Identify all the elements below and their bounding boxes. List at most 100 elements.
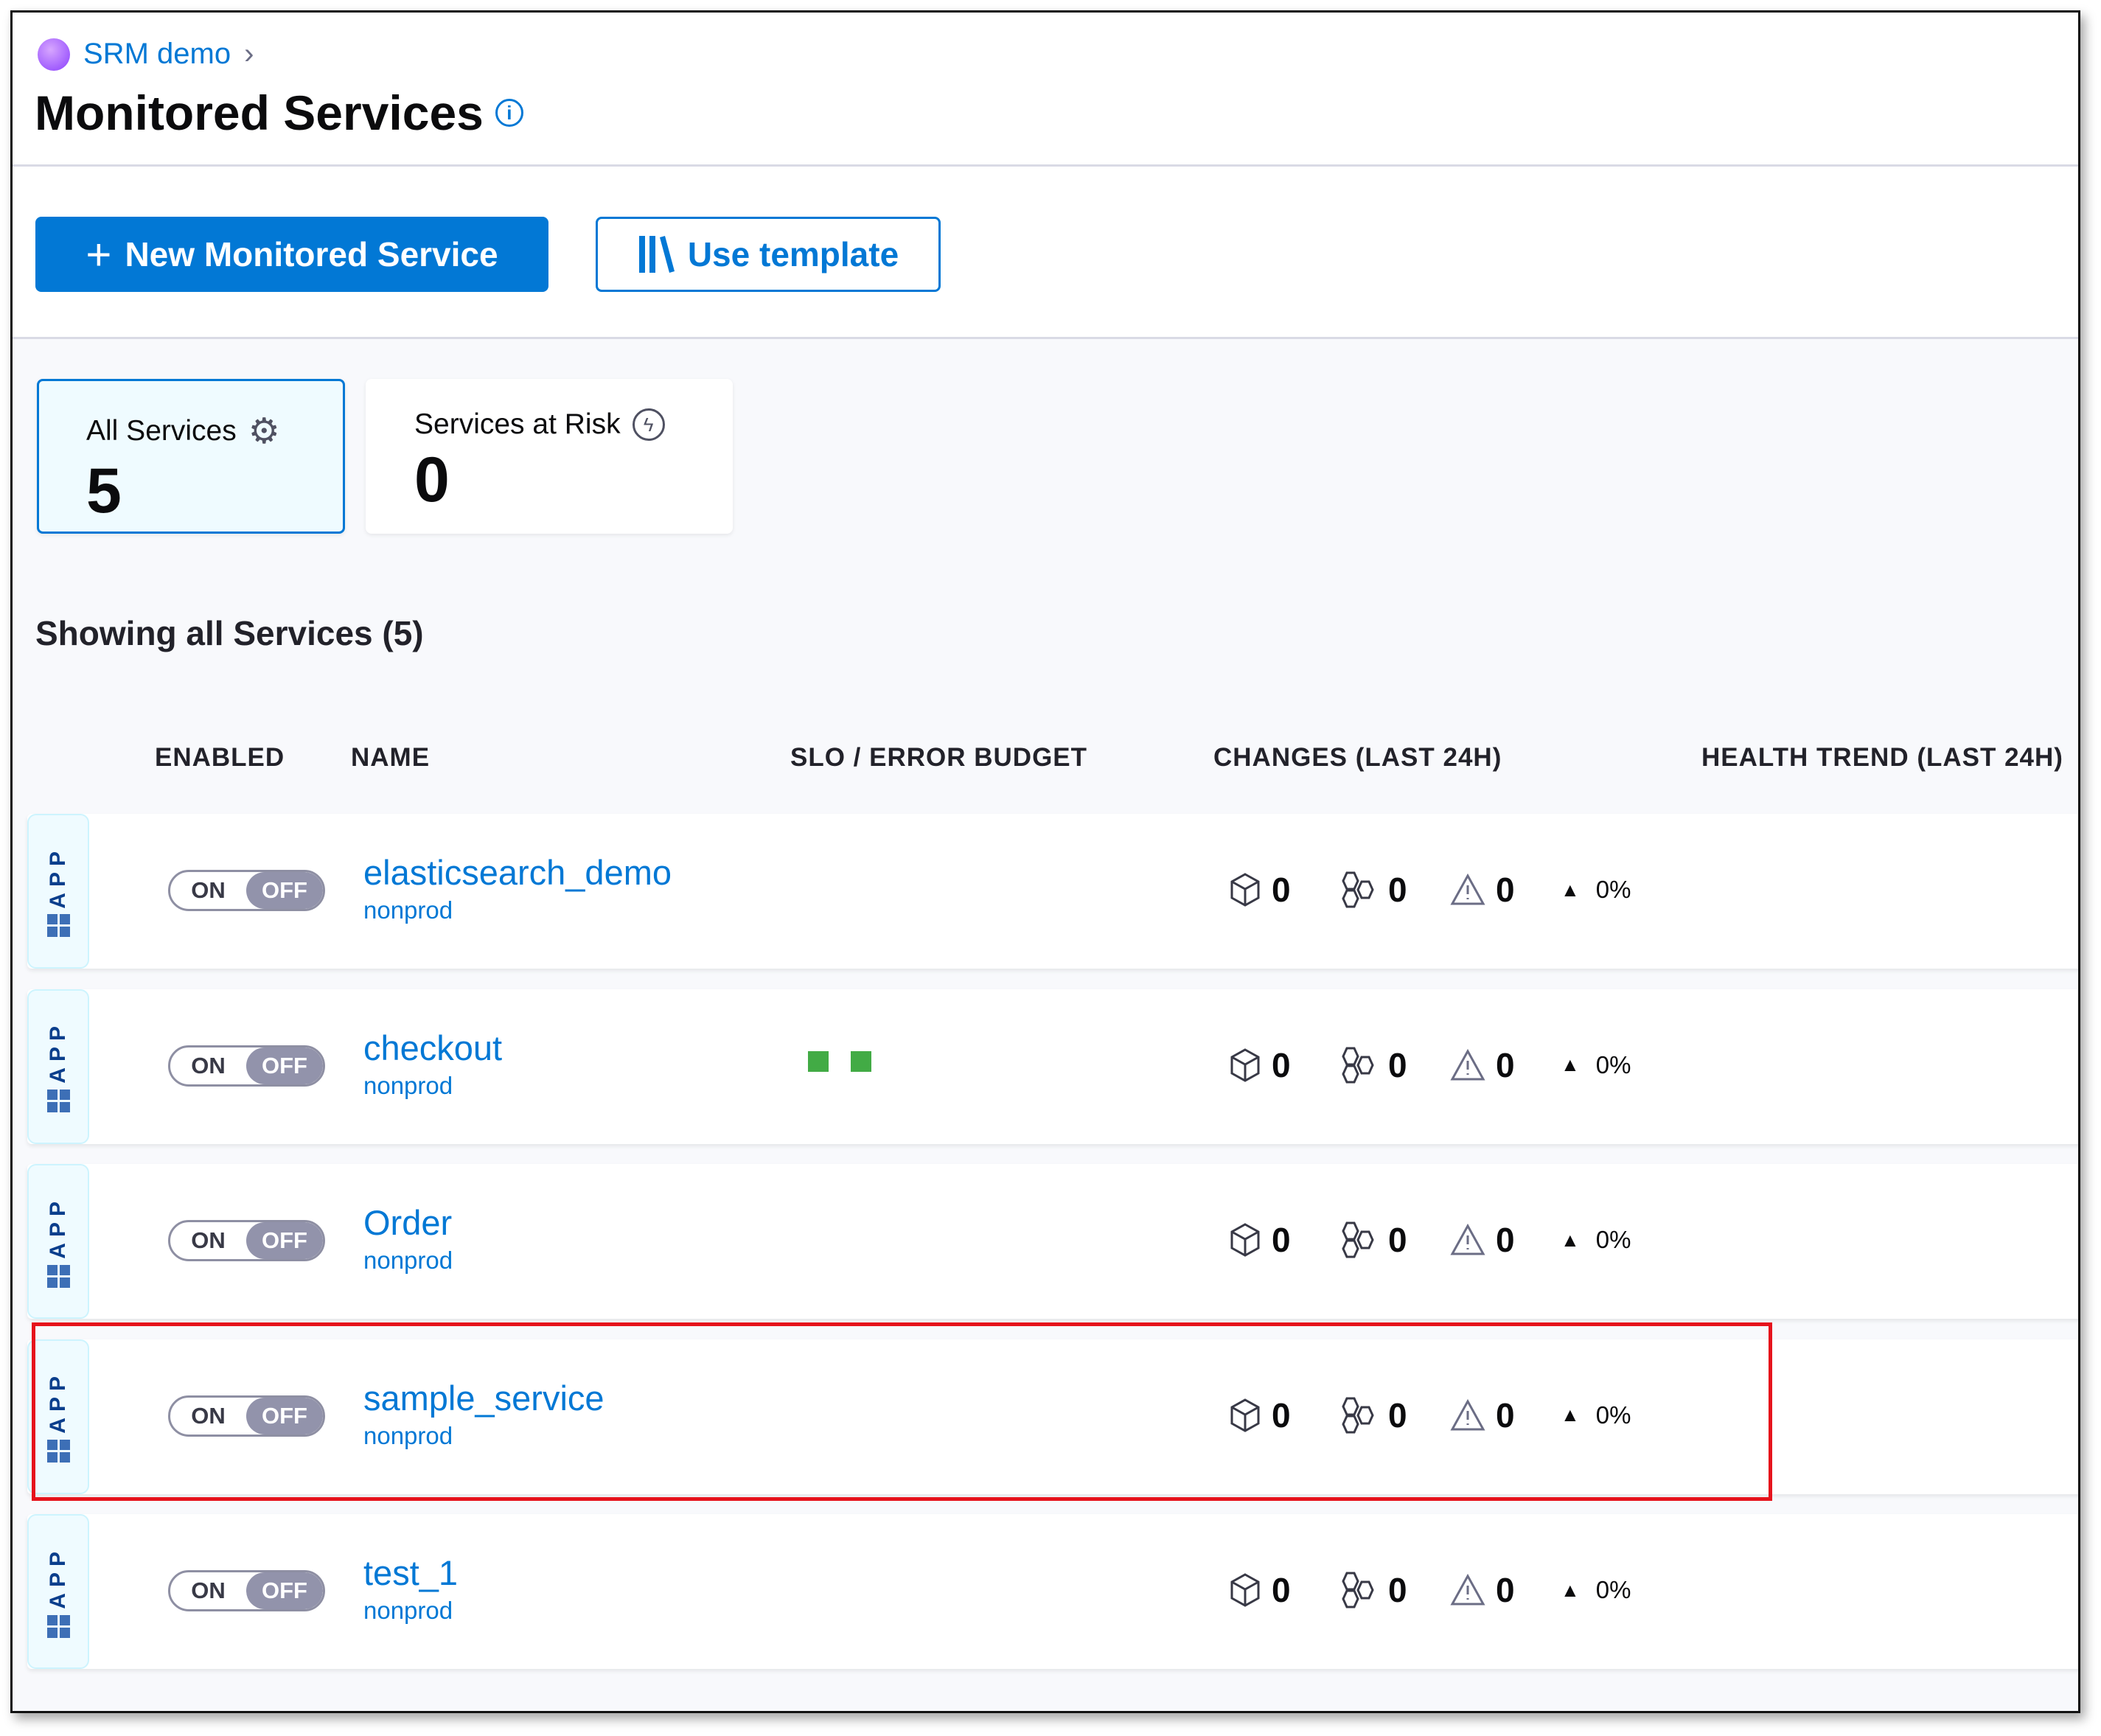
cube-icon (1230, 1047, 1260, 1082)
service-type-label: APP (46, 1195, 70, 1259)
toggle-off-label: OFF (246, 1222, 323, 1260)
alerts-count[interactable]: 0 (1450, 1220, 1515, 1260)
info-icon[interactable]: i (495, 99, 523, 127)
warning-icon (1450, 1574, 1485, 1606)
alerts-count[interactable]: 0 (1450, 1045, 1515, 1085)
service-environment: nonprod (363, 1071, 453, 1099)
infrastructure-count[interactable]: 0 (1341, 1220, 1407, 1260)
monitored-services-page: SRM demo › Monitored Services i + New Mo… (10, 10, 2080, 1713)
deployments-count[interactable]: 0 (1229, 1395, 1291, 1435)
alerts-count[interactable]: 0 (1450, 1395, 1515, 1435)
hexagons-icon (1342, 871, 1374, 908)
hexagons-icon (1342, 1047, 1374, 1084)
use-template-button[interactable]: Use template (596, 217, 941, 292)
deployments-count[interactable]: 0 (1229, 1045, 1291, 1085)
chevron-right-icon: › (244, 38, 254, 70)
service-type-tag: APP (27, 1339, 89, 1494)
infrastructure-count[interactable]: 0 (1341, 1570, 1407, 1610)
slo-budget-block[interactable] (808, 1050, 829, 1072)
column-header-slo: SLO / ERROR BUDGET (790, 743, 1088, 772)
toggle-on-label: ON (191, 877, 226, 903)
service-row[interactable]: APP ON OFF elasticsearch_demo nonprod 0 … (27, 814, 2078, 969)
service-row[interactable]: APP ON OFF sample_service nonprod 0 0 0 … (27, 1339, 2078, 1494)
service-type-tag: APP (27, 1164, 89, 1320)
deployments-count[interactable]: 0 (1229, 1220, 1291, 1260)
service-row[interactable]: APP ON OFF test_1 nonprod 0 0 0 ▲ 0% (27, 1514, 2078, 1670)
srm-logo-icon (38, 38, 70, 71)
health-change: ▲ 0% (1561, 876, 1631, 903)
health-change: ▲ 0% (1561, 1050, 1631, 1078)
service-environment: nonprod (363, 896, 453, 924)
app-grid-icon (46, 1264, 70, 1288)
hexagons-icon (1342, 1221, 1374, 1258)
toggle-off-label: OFF (246, 872, 323, 909)
service-type-label: APP (46, 1546, 70, 1609)
all-services-label: All Services (86, 415, 237, 447)
service-name-link[interactable]: test_1 (363, 1553, 459, 1593)
page-title: Monitored Services (35, 86, 484, 140)
divider (13, 337, 2078, 339)
triangle-up-icon: ▲ (1561, 878, 1580, 901)
hexagons-icon (1342, 1397, 1374, 1434)
cube-icon (1230, 1573, 1260, 1608)
service-name-link[interactable]: elasticsearch_demo (363, 853, 672, 892)
all-services-card[interactable]: All Services ⚙ 5 (37, 379, 345, 534)
deployments-count[interactable]: 0 (1229, 1570, 1291, 1610)
toggle-off-label: OFF (246, 1047, 323, 1084)
warning-icon (1450, 874, 1485, 905)
cube-icon (1230, 1398, 1260, 1432)
service-type-tag: APP (27, 989, 89, 1144)
service-type-label: APP (46, 1020, 70, 1084)
new-monitored-service-button[interactable]: + New Monitored Service (35, 217, 548, 292)
service-type-label: APP (46, 1370, 70, 1435)
enabled-toggle[interactable]: ON OFF (168, 1570, 325, 1612)
service-environment: nonprod (363, 1597, 453, 1625)
service-name-link[interactable]: Order (363, 1203, 453, 1243)
toggle-off-label: OFF (246, 1572, 323, 1610)
warning-icon (1450, 1224, 1485, 1255)
service-environment: nonprod (363, 1247, 453, 1275)
enabled-toggle[interactable]: ON OFF (168, 1045, 325, 1087)
slo-budget-block[interactable] (851, 1050, 871, 1072)
service-type-tag: APP (27, 814, 89, 969)
service-row[interactable]: APP ON OFF checkout nonprod 0 0 0 ▲ 0% (27, 989, 2078, 1144)
plus-icon: + (86, 229, 112, 279)
warning-icon (1450, 1048, 1485, 1081)
health-change: ▲ 0% (1561, 1576, 1631, 1604)
toggle-on-label: ON (191, 1402, 226, 1429)
triangle-up-icon: ▲ (1561, 1053, 1580, 1076)
service-row[interactable]: APP ON OFF Order nonprod 0 0 0 ▲ 0% (27, 1164, 2078, 1320)
divider (13, 164, 2078, 167)
toggle-on-label: ON (191, 1227, 226, 1254)
service-environment: nonprod (363, 1421, 453, 1449)
enabled-toggle[interactable]: ON OFF (168, 1395, 325, 1437)
infrastructure-count[interactable]: 0 (1341, 1395, 1407, 1435)
service-type-label: APP (46, 845, 70, 909)
toggle-on-label: ON (191, 1052, 226, 1078)
list-heading: Showing all Services (5) (35, 614, 424, 652)
toggle-on-label: ON (191, 1578, 226, 1604)
triangle-up-icon: ▲ (1561, 1228, 1580, 1251)
services-at-risk-card[interactable]: Services at Risk ϟ 0 (366, 379, 733, 534)
triangle-up-icon: ▲ (1561, 1404, 1580, 1426)
toggle-off-label: OFF (246, 1397, 323, 1435)
deployments-count[interactable]: 0 (1229, 870, 1291, 910)
enabled-toggle[interactable]: ON OFF (168, 870, 325, 911)
service-name-link[interactable]: checkout (363, 1028, 503, 1067)
alerts-count[interactable]: 0 (1450, 1570, 1515, 1610)
alerts-count[interactable]: 0 (1450, 870, 1515, 910)
app-grid-icon (46, 1614, 70, 1638)
service-name-link[interactable]: sample_service (363, 1378, 604, 1418)
infrastructure-count[interactable]: 0 (1341, 870, 1407, 910)
services-at-risk-label: Services at Risk (414, 408, 621, 440)
infrastructure-count[interactable]: 0 (1341, 1045, 1407, 1085)
page-title-wrap: Monitored Services i (35, 85, 523, 141)
library-icon (638, 236, 675, 273)
triangle-up-icon: ▲ (1561, 1578, 1580, 1601)
breadcrumb-project-link[interactable]: SRM demo (83, 38, 231, 70)
enabled-toggle[interactable]: ON OFF (168, 1220, 325, 1262)
all-services-count: 5 (86, 456, 122, 526)
cube-icon (1230, 873, 1260, 907)
column-header-name: NAME (351, 743, 431, 772)
service-type-tag: APP (27, 1514, 89, 1670)
